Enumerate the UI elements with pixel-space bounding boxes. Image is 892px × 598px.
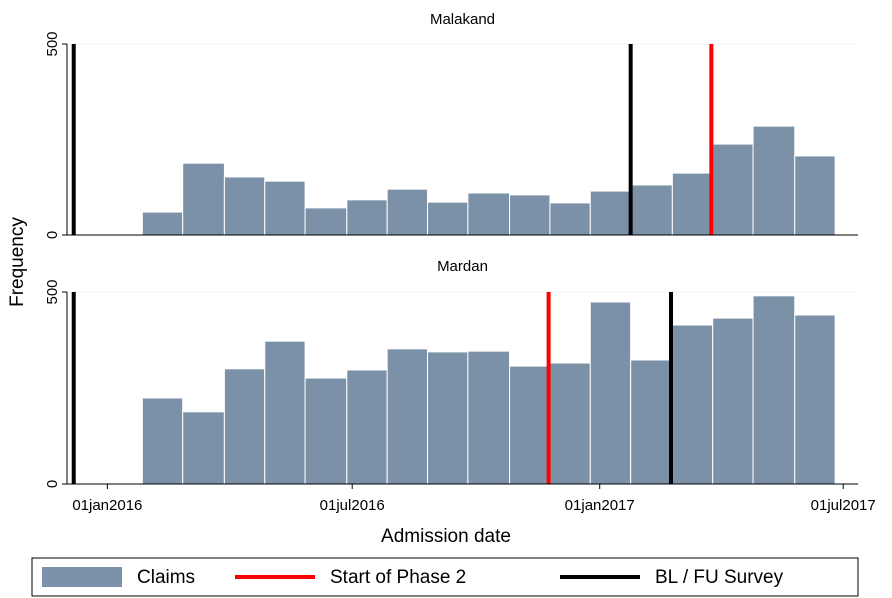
bar — [141, 397, 184, 485]
bar — [386, 188, 429, 236]
bar — [794, 155, 836, 236]
panel-title: Malakand — [430, 11, 495, 28]
bar — [223, 368, 266, 485]
bar — [346, 369, 388, 485]
bar — [427, 351, 469, 485]
y-tick-label: 0 — [44, 231, 61, 239]
bar — [712, 317, 754, 485]
x-tick-label: 01jul2017 — [811, 497, 876, 514]
x-tick-label: 01jul2016 — [320, 497, 385, 514]
bar — [671, 172, 714, 236]
bar — [141, 211, 184, 236]
bar — [712, 143, 754, 236]
x-tick-label: 01jan2017 — [565, 497, 635, 514]
y-axis-label: Frequency — [7, 217, 28, 307]
bar — [427, 201, 469, 236]
bar — [549, 202, 591, 236]
bar — [794, 314, 836, 485]
bar — [509, 365, 551, 485]
x-axis-label: Admission date — [381, 526, 511, 547]
legend-label: BL / FU Survey — [655, 567, 784, 588]
panel-title: Mardan — [437, 258, 488, 275]
bar — [304, 377, 348, 485]
x-tick-label: 01jan2016 — [72, 497, 142, 514]
bar — [223, 176, 266, 236]
legend-label: Start of Phase 2 — [330, 567, 466, 588]
legend-label: Claims — [137, 567, 195, 588]
bar — [549, 362, 591, 485]
bar — [386, 348, 429, 485]
bar — [752, 295, 796, 485]
bar — [630, 184, 673, 236]
bar — [509, 194, 551, 236]
bar — [589, 190, 632, 236]
bar — [304, 207, 348, 236]
bar — [182, 162, 225, 236]
bar — [182, 411, 225, 485]
legend-swatch — [42, 567, 122, 587]
y-tick-label: 500 — [44, 279, 61, 304]
bar — [264, 180, 306, 236]
bar — [752, 125, 796, 236]
bar — [589, 301, 632, 485]
y-tick-label: 0 — [44, 480, 61, 488]
legend-box — [31, 557, 859, 597]
bar — [264, 340, 306, 485]
bar — [346, 199, 388, 236]
bar — [671, 324, 714, 485]
bar — [467, 192, 511, 236]
y-tick-label: 500 — [44, 31, 61, 56]
bar — [630, 359, 673, 485]
bar — [467, 350, 511, 485]
